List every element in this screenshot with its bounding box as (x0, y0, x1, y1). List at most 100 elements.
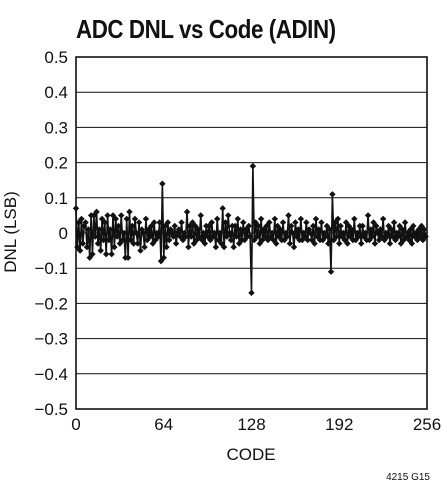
data-point (190, 240, 198, 247)
data-point (205, 222, 213, 230)
data-point (211, 229, 218, 237)
y-tick-label: −0.3 (34, 330, 68, 349)
data-point (186, 222, 194, 230)
data-point (153, 229, 161, 237)
data-point (286, 240, 294, 247)
data-point (327, 268, 335, 275)
data-point (156, 219, 163, 226)
data-point (311, 240, 318, 247)
data-point (246, 233, 254, 240)
data-point (234, 215, 241, 223)
data-point (231, 222, 239, 230)
data-point (141, 243, 148, 251)
data-point (253, 233, 261, 240)
data-point (237, 226, 244, 233)
data-point (133, 229, 140, 237)
data-point (214, 215, 221, 223)
data-point (91, 233, 99, 240)
data-point (164, 219, 172, 226)
data-point (139, 229, 147, 237)
data-point (161, 222, 169, 230)
chart-title: ADC DNL vs Code (ADIN) (76, 14, 336, 44)
data-point (113, 233, 121, 240)
data-point (78, 215, 85, 223)
data-point (320, 229, 328, 237)
data-point (377, 226, 384, 233)
data-point (219, 205, 226, 212)
data-point (277, 226, 284, 233)
y-tick-label: 0.1 (44, 189, 68, 208)
data-point (171, 222, 178, 230)
data-point (123, 215, 130, 223)
data-point (248, 289, 255, 297)
data-point (170, 233, 177, 240)
figure-id-label: 4215 G15 (386, 472, 430, 483)
data-point (76, 247, 84, 254)
data-point (393, 229, 401, 237)
data-point (271, 215, 279, 223)
y-tick-label: −0.2 (34, 294, 68, 313)
y-axis-label: DNL (LSB) (1, 191, 20, 273)
tick-labels: 0.50.40.30.20.10−0.1−0.2−0.3−0.4−0.50 64 1… (34, 48, 441, 434)
data-point (395, 233, 402, 240)
data-point (168, 229, 176, 237)
data-point (222, 219, 229, 226)
data-point (357, 240, 365, 247)
data-point (344, 240, 351, 247)
x-tick-label: 64 (154, 415, 173, 434)
data-point (134, 240, 141, 247)
data-point (325, 240, 332, 247)
data-point (397, 240, 405, 247)
data-point (89, 250, 96, 258)
data-point (178, 219, 185, 226)
data-point (120, 229, 128, 237)
data-point (285, 212, 292, 219)
data-point (410, 222, 417, 230)
data-point (102, 250, 110, 258)
data-point (142, 215, 150, 223)
data-point (118, 212, 125, 219)
data-point (283, 233, 291, 240)
data-point (116, 240, 124, 247)
data-point (137, 247, 144, 254)
data-point (272, 240, 280, 247)
y-tick-label: 0.4 (44, 83, 68, 102)
dnl-series (72, 162, 429, 297)
data-point (100, 236, 107, 244)
data-point (135, 219, 143, 226)
data-point (166, 236, 173, 244)
data-point (336, 240, 343, 247)
data-point (149, 240, 156, 247)
data-point (146, 233, 154, 240)
data-point (183, 208, 191, 216)
data-point (288, 222, 295, 230)
data-point (309, 222, 317, 230)
data-point (200, 229, 207, 237)
data-point (390, 219, 398, 226)
y-tick-label: −0.4 (34, 365, 68, 384)
data-point (304, 236, 311, 244)
data-point (252, 219, 259, 226)
data-point (268, 229, 276, 237)
data-point (315, 226, 322, 233)
data-point (105, 236, 113, 244)
data-point (208, 219, 215, 226)
data-point (401, 219, 409, 226)
data-point (362, 229, 369, 237)
x-tick-label: 0 (71, 415, 80, 434)
data-point (97, 247, 104, 254)
data-point (216, 229, 224, 237)
data-point (399, 226, 406, 233)
data-point (111, 243, 118, 251)
plot-frame (75, 56, 428, 410)
data-point (282, 229, 289, 237)
data-point (374, 229, 381, 237)
data-point (82, 219, 89, 226)
data-point (155, 233, 162, 240)
data-point (255, 222, 262, 230)
y-tick-label: −0.5 (34, 400, 68, 419)
data-point (334, 215, 342, 223)
data-point (384, 233, 391, 240)
x-tick-label: 256 (413, 415, 441, 434)
data-point (115, 222, 122, 230)
